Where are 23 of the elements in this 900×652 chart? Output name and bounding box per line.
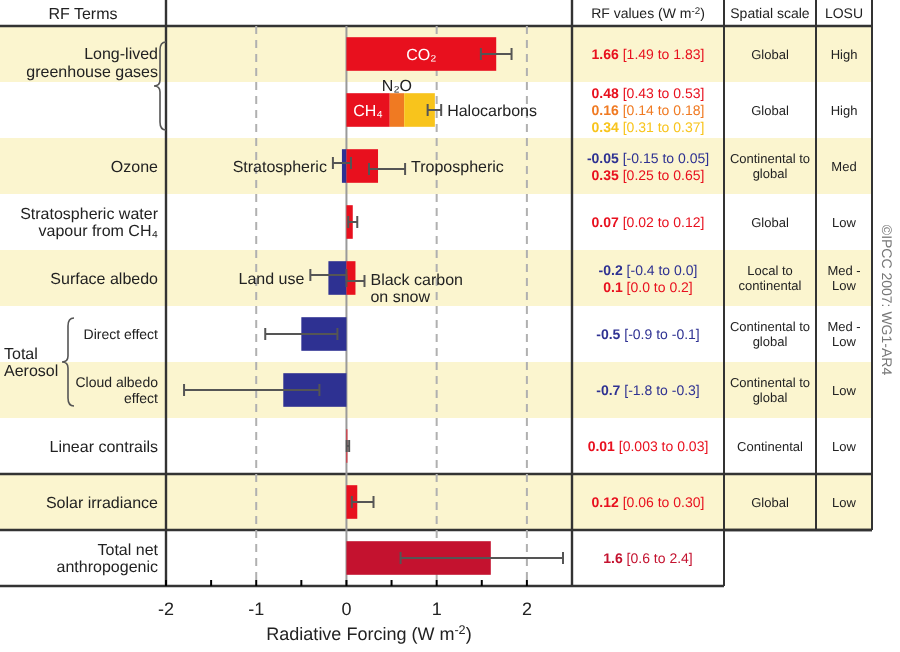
x-tick-label: 1 — [431, 598, 442, 619]
x-tick-label: -1 — [248, 598, 265, 619]
y-tick-label: Long-lived greenhouse gases — [26, 45, 158, 81]
text: RF Terms — [48, 4, 118, 23]
series-label: N₂O — [381, 76, 413, 95]
y-tick-label: Stratospheric water vapour from CH₄ — [20, 204, 159, 241]
x-axis-title: Radiative Forcing (W m$^{-2}$) — [266, 623, 472, 645]
y-tick-label: Linear contrails — [49, 437, 158, 456]
series-label: CO₂ — [406, 45, 437, 64]
series-label: Land use — [238, 269, 306, 288]
series-label: CH₄ — [353, 101, 383, 120]
y-tick-label: Ozone — [110, 157, 160, 176]
x-tick-label: 2 — [521, 598, 532, 619]
y-tick-label: Solar irradiance — [45, 493, 160, 512]
text: Tropospheric — [411, 157, 504, 176]
x-tick-label: 0 — [341, 598, 352, 619]
y-tick-label: Surface albedo — [50, 269, 160, 288]
series-label: Stratospheric — [232, 157, 327, 176]
y-tick-label: Total net anthropogenic — [56, 540, 160, 577]
series-label: Black carbon on snow — [370, 270, 463, 307]
series-label: Halocarbons — [447, 101, 538, 120]
x-tick-label: -2 — [157, 598, 175, 619]
text: Total Aerosol — [4, 344, 59, 381]
